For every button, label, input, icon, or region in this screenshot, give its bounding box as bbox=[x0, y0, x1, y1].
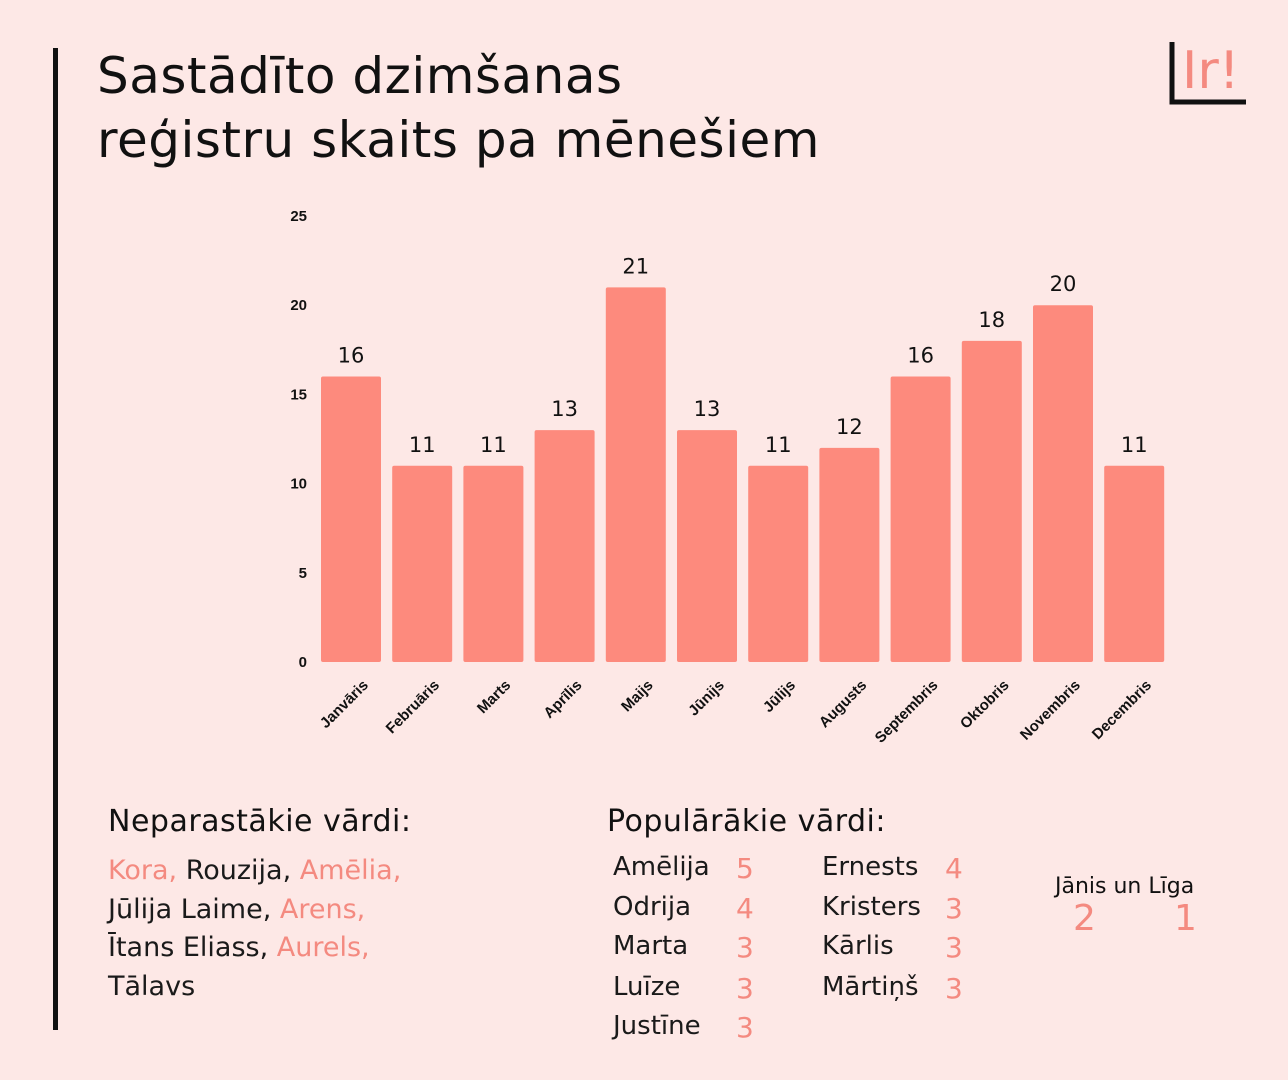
y-tick-label: 25 bbox=[290, 208, 307, 225]
bar bbox=[1104, 465, 1165, 662]
bar-value-label: 11 bbox=[409, 433, 436, 457]
janis-liga-label: Jānis un Līga bbox=[1055, 874, 1195, 899]
logo-text: Ir! bbox=[1182, 41, 1240, 101]
title-line-2: reģistru skaits pa mēnešiem bbox=[97, 111, 820, 169]
popular-name: Odrija bbox=[613, 892, 692, 922]
x-tick-label: Decembris bbox=[1089, 677, 1155, 743]
rare-names-title: Neparastākie vārdi: bbox=[108, 804, 412, 839]
y-tick-label: 0 bbox=[299, 654, 307, 671]
left-vertical-rule bbox=[53, 48, 58, 1030]
bar bbox=[961, 340, 1022, 662]
x-tick-label: Februāris bbox=[383, 677, 443, 737]
popular-name: Amēlija bbox=[613, 852, 710, 882]
popular-name-count: 5 bbox=[736, 852, 754, 885]
bar bbox=[677, 430, 737, 662]
bar-value-label: 16 bbox=[907, 344, 934, 368]
x-tick-label: Jūnijs bbox=[685, 677, 728, 720]
x-tick-label: Jūlijs bbox=[760, 677, 799, 716]
y-tick-label: 15 bbox=[290, 386, 307, 403]
rare-names-list: Kora, Rouzija, Amēlia, Jūlija Laime, Aren… bbox=[108, 852, 528, 1006]
popular-name: Justīne bbox=[613, 1011, 701, 1041]
x-tick-label: Augusts bbox=[816, 677, 870, 731]
popular-name-count: 3 bbox=[736, 972, 754, 1005]
y-tick-label: 20 bbox=[290, 297, 307, 314]
x-tick-label: Maijs bbox=[618, 677, 657, 716]
bar-value-label: 21 bbox=[622, 254, 649, 278]
x-tick-label: Janvāris bbox=[317, 677, 372, 732]
liga-count: 1 bbox=[1174, 898, 1197, 939]
bar-value-label: 16 bbox=[338, 344, 365, 368]
rare-name: Aurels, bbox=[276, 932, 370, 963]
popular-name: Marta bbox=[613, 931, 689, 961]
page-title: Sastādīto dzimšanas reģistru skaits pa m… bbox=[97, 44, 820, 172]
rare-names-line: Tālavs bbox=[108, 968, 528, 1007]
bar bbox=[321, 376, 381, 662]
popular-name-count: 3 bbox=[945, 931, 963, 964]
title-line-1: Sastādīto dzimšanas bbox=[97, 47, 623, 105]
x-tick-label: Oktobris bbox=[957, 677, 1013, 733]
popular-name: Mārtiņš bbox=[822, 972, 919, 1002]
rare-name: Amēlia, bbox=[299, 855, 402, 886]
rare-names-line: Kora, Rouzija, Amēlia, bbox=[108, 852, 528, 891]
bar bbox=[392, 465, 453, 662]
y-tick-label: 5 bbox=[299, 565, 307, 582]
x-tick-label: Novembris bbox=[1017, 677, 1084, 744]
janis-count: 2 bbox=[1073, 898, 1096, 939]
bar-value-label: 11 bbox=[480, 433, 507, 457]
bar-value-label: 13 bbox=[551, 397, 578, 421]
bar bbox=[605, 287, 666, 662]
popular-names-title: Populārākie vārdi: bbox=[607, 804, 886, 839]
rare-name: Kora, bbox=[108, 855, 178, 886]
bar-value-label: 18 bbox=[978, 308, 1005, 332]
y-tick-label: 10 bbox=[290, 476, 307, 493]
x-tick-label: Aprīlis bbox=[540, 677, 585, 722]
bar-value-label: 20 bbox=[1050, 272, 1077, 296]
bar-value-label: 11 bbox=[765, 433, 792, 457]
bar bbox=[534, 430, 595, 662]
bar-chart: 0 5 10 15 20 25 16 11 11 13 21 13 11 12 16 18 20 11 Janv… bbox=[290, 208, 1165, 747]
ir-logo: Ir! bbox=[1168, 38, 1260, 108]
bar bbox=[463, 465, 524, 662]
popular-name: Kristers bbox=[822, 892, 921, 922]
rare-name: Arens, bbox=[279, 893, 366, 925]
popular-name-count: 3 bbox=[736, 1011, 754, 1044]
popular-name-count: 3 bbox=[736, 931, 754, 964]
rare-name: Tālavs bbox=[108, 970, 196, 1002]
rare-name: Ītans Eliass, bbox=[108, 932, 277, 963]
x-tick-label: Marts bbox=[474, 677, 514, 717]
popular-name-count: 4 bbox=[736, 892, 754, 925]
x-tick-label: Septembris bbox=[872, 677, 942, 747]
bar-value-label: 11 bbox=[1121, 433, 1148, 457]
popular-name: Ernests bbox=[822, 852, 919, 882]
rare-names-line: Ītans Eliass, Aurels, bbox=[108, 929, 528, 968]
popular-name: Luīze bbox=[613, 972, 681, 1002]
rare-name: Rouzija, bbox=[177, 855, 300, 886]
bar-value-label: 13 bbox=[694, 397, 721, 421]
bar bbox=[819, 447, 880, 662]
popular-name-count: 3 bbox=[945, 972, 963, 1005]
popular-name: Kārlis bbox=[822, 931, 894, 961]
bar bbox=[1033, 305, 1093, 662]
popular-name-count: 4 bbox=[945, 852, 963, 885]
bar-value-label: 12 bbox=[836, 415, 863, 439]
bar bbox=[748, 465, 809, 662]
popular-name-count: 3 bbox=[945, 892, 963, 925]
rare-names-line: Jūlija Laime, Arens, bbox=[108, 891, 528, 930]
bar bbox=[890, 376, 951, 662]
rare-name: Jūlija Laime, bbox=[108, 893, 280, 925]
